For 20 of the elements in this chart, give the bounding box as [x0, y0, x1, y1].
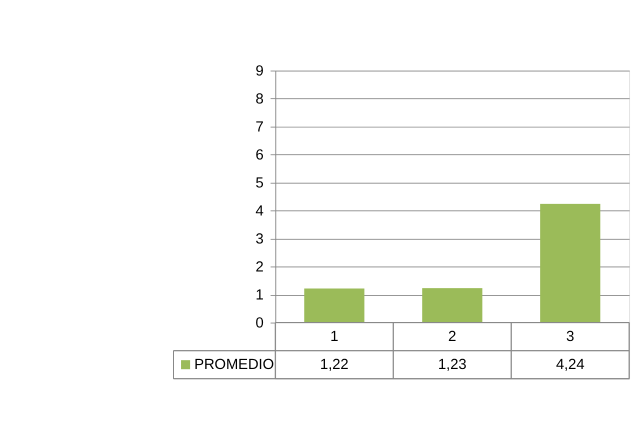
y-tick-label: 3 — [256, 231, 264, 248]
y-tick-label: 5 — [256, 175, 264, 192]
legend-label: PROMEDIO — [194, 357, 274, 374]
bar — [422, 288, 482, 323]
y-tick-label: 9 — [256, 63, 264, 80]
x-tick-label: 1 — [330, 328, 338, 345]
y-tick-label: 0 — [256, 315, 264, 332]
y-tick-label: 4 — [256, 203, 264, 220]
y-tick-label: 8 — [256, 91, 264, 108]
data-label: 1,22 — [320, 357, 349, 374]
y-tick-label: 7 — [256, 119, 264, 136]
x-tick-label: 3 — [566, 328, 574, 345]
bar — [540, 204, 600, 323]
y-tick-label: 1 — [256, 287, 264, 304]
y-tick-label: 2 — [256, 259, 264, 276]
data-label: 4,24 — [556, 357, 584, 374]
x-tick-label: 2 — [448, 328, 456, 345]
y-tick-label: 6 — [256, 147, 264, 164]
data-label: 1,23 — [438, 357, 467, 374]
bar — [304, 288, 364, 323]
